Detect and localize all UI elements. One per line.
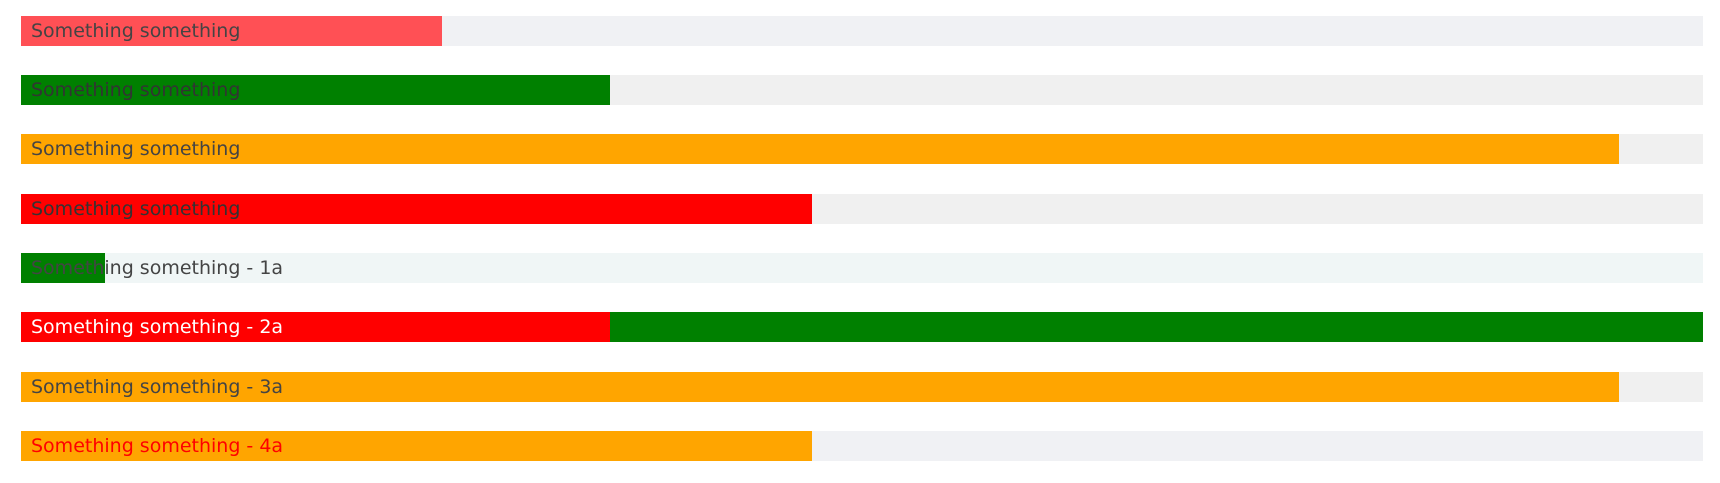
- progress-fill: [21, 372, 1619, 402]
- progress-bar: Something something - 3a: [21, 372, 1703, 402]
- progress-fill: [21, 75, 610, 105]
- progress-bar: Something something - 2a: [21, 312, 1703, 342]
- progress-label: Something something - 3a: [31, 376, 284, 398]
- progress-bar: Something something - 4a: [21, 431, 1703, 461]
- progress-fill: [21, 431, 812, 461]
- progress-label: Something something: [31, 20, 241, 42]
- progress-label: Something something: [31, 79, 241, 101]
- progress-bar: Something something: [21, 16, 1703, 46]
- progress-label: Something something - 4a: [31, 435, 284, 457]
- progress-label: Something something: [31, 198, 241, 220]
- progress-bar: Something something: [21, 194, 1703, 224]
- progress-fill: [21, 16, 442, 46]
- progress-label: Something something - 1a: [31, 257, 284, 279]
- progress-fill: [21, 253, 106, 283]
- progress-label: Something something: [31, 138, 241, 160]
- progress-fill: [21, 134, 1619, 164]
- progress-fill: [21, 194, 812, 224]
- progress-bar: Something something: [21, 134, 1703, 164]
- progress-bar: Something something - 1a: [21, 253, 1703, 283]
- progress-label: Something something - 2a: [31, 316, 284, 338]
- progress-fill: [21, 312, 610, 342]
- progress-bar: Something something: [21, 75, 1703, 105]
